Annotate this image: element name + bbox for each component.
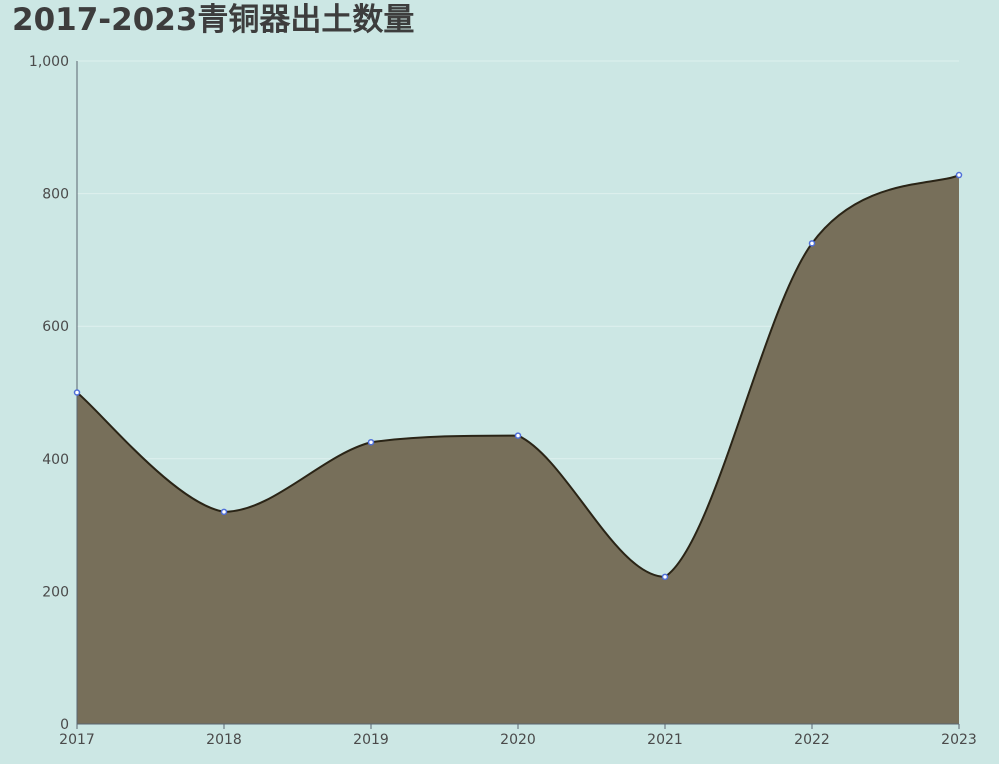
x-tick-label-2022: 2022 — [794, 732, 830, 748]
y-tick-label-0: 0 — [60, 717, 69, 733]
x-tick-label-2020: 2020 — [500, 732, 536, 748]
x-tick-label-2019: 2019 — [353, 732, 389, 748]
y-tick-label-400: 400 — [42, 452, 69, 468]
x-tick-label-2017: 2017 — [59, 732, 95, 748]
area-fill — [77, 175, 959, 724]
data-point-2020[interactable] — [516, 433, 521, 438]
data-point-2019[interactable] — [369, 440, 374, 445]
x-tick-label-2018: 2018 — [206, 732, 242, 748]
data-point-2021[interactable] — [663, 574, 668, 579]
data-point-2022[interactable] — [810, 241, 815, 246]
x-tick-label-2023: 2023 — [941, 732, 977, 748]
data-point-2018[interactable] — [222, 509, 227, 514]
x-tick-label-2021: 2021 — [647, 732, 683, 748]
y-tick-label-600: 600 — [42, 319, 69, 335]
y-tick-label-1000: 1,000 — [29, 54, 69, 70]
data-point-2017[interactable] — [75, 390, 80, 395]
y-tick-label-200: 200 — [42, 584, 69, 600]
y-tick-label-800: 800 — [42, 187, 69, 203]
data-point-2023[interactable] — [957, 173, 962, 178]
